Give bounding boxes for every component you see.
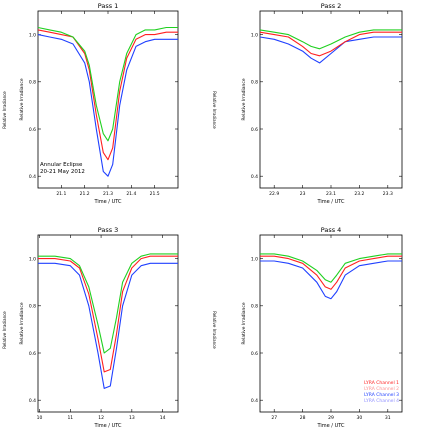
y-tick-label: 0.8: [29, 304, 36, 310]
x-axis-label: Time / UTC: [316, 199, 345, 205]
plot-area: [37, 234, 179, 413]
legend-entry: LYRA Channel 4: [364, 398, 399, 404]
panel-pass-2: Pass 2 0.4 0.6 0.8 1.0 22.9 23 23.1 23.2 23.3 Time…: [241, 2, 403, 205]
y-axis-label: Relative Irradiance: [241, 302, 247, 344]
panel-pass-1: Pass 1 0.4 0.6 0.8 1.0 21.1 21.2 21.3 21.4 21.5 Ti…: [19, 2, 179, 205]
plot-area: [259, 234, 403, 413]
series-line-2: [38, 255, 178, 373]
annotation-line: 20-21 May 2012: [40, 169, 85, 175]
x-tick-label: 21.3: [103, 191, 113, 197]
legend-entry: LYRA Channel 3: [364, 392, 399, 398]
y-axis-label: Relative Irradiance: [19, 78, 25, 120]
series-line-3: [37, 26, 178, 142]
x-tick-label: 23.3: [383, 191, 393, 197]
series-line-1: [259, 36, 402, 64]
y-tick-label: 0.4: [29, 398, 36, 404]
x-tick-label: 12: [98, 415, 104, 421]
x-axis-label: Time / UTC: [93, 199, 122, 205]
x-tick-label: 22.9: [269, 191, 279, 197]
y-tick-label: 0.4: [251, 174, 258, 180]
panel-title: Pass 2: [321, 2, 342, 10]
y-tick-label: 0.6: [251, 127, 258, 133]
x-tick-label: 21.2: [80, 191, 90, 197]
x-axis-label: Time / UTC: [93, 423, 122, 429]
panel-pass-3: Pass 3 0.4 0.6 0.8 1.0 10 11 12 13 14 Time / UTC Re…: [19, 226, 179, 429]
series-line-2: [37, 29, 178, 161]
series-line-3: [38, 253, 178, 354]
y-tick-label: 0.4: [29, 174, 36, 180]
y-tick-label: 1.0: [251, 256, 258, 262]
y-tick-label: 0.6: [29, 127, 36, 133]
x-tick-label: 23.2: [354, 191, 364, 197]
legend-entry: LYRA Channel 2: [364, 386, 399, 392]
x-tick-label: 13: [129, 415, 135, 421]
x-tick-label: 21.5: [150, 191, 160, 197]
x-tick-label: 21.4: [126, 191, 136, 197]
outer-ylabel-left-bottom: Relative Irradiance: [2, 311, 7, 349]
series-line-3: [260, 253, 402, 283]
x-tick-label: 14: [160, 415, 166, 421]
x-axis-label: Time / UTC: [316, 423, 345, 429]
y-tick-label: 1.0: [251, 32, 258, 38]
y-axis-label: Relative Irradiance: [19, 302, 25, 344]
series-line-1: [260, 260, 402, 300]
x-tick-label: 23: [300, 191, 306, 197]
annotation-line: Annular Eclipse: [40, 162, 83, 168]
y-tick-label: 0.8: [251, 304, 258, 310]
y-tick-label: 0.6: [251, 351, 258, 357]
y-tick-label: 1.0: [29, 32, 36, 38]
x-tick-label: 27: [271, 415, 277, 421]
x-tick-label: 30: [357, 415, 363, 421]
series-line-3: [259, 29, 402, 50]
series-line-2: [259, 31, 402, 57]
x-tick-label: 31: [385, 415, 391, 421]
panel-title: Pass 4: [321, 226, 342, 234]
panel-pass-4: Pass 4 0.4 0.6 0.8 1.0 27 28 29 30 31 Time / UTC Re…: [241, 226, 403, 429]
x-tick-label: 21.1: [56, 191, 66, 197]
panel-title: Pass 1: [98, 2, 119, 10]
y-tick-label: 0.8: [251, 80, 258, 86]
x-tick-label: 29: [328, 415, 334, 421]
y-axis-label: Relative Irradiance: [241, 78, 247, 120]
series-line-2: [260, 255, 402, 290]
x-tick-label: 10: [37, 415, 43, 421]
x-tick-label: 28: [300, 415, 306, 421]
y-tick-label: 1.0: [29, 256, 36, 262]
x-tick-label: 11: [67, 415, 73, 421]
series-line-1: [38, 262, 178, 389]
series-line-1: [37, 34, 178, 177]
outer-ylabel-left: Relative Irradiance: [2, 91, 7, 129]
legend-entry: LYRA Channel 1: [364, 380, 399, 386]
outer-ylabel-right-bottom: Relative Irradiance: [212, 311, 217, 349]
outer-ylabel-right: Relative Irradiance: [212, 91, 217, 129]
y-tick-label: 0.6: [29, 351, 36, 357]
x-tick-label: 23.1: [326, 191, 336, 197]
plot-area: [259, 10, 403, 189]
y-tick-label: 0.8: [29, 80, 36, 86]
panel-title: Pass 3: [98, 226, 119, 234]
y-tick-label: 0.4: [251, 398, 258, 404]
